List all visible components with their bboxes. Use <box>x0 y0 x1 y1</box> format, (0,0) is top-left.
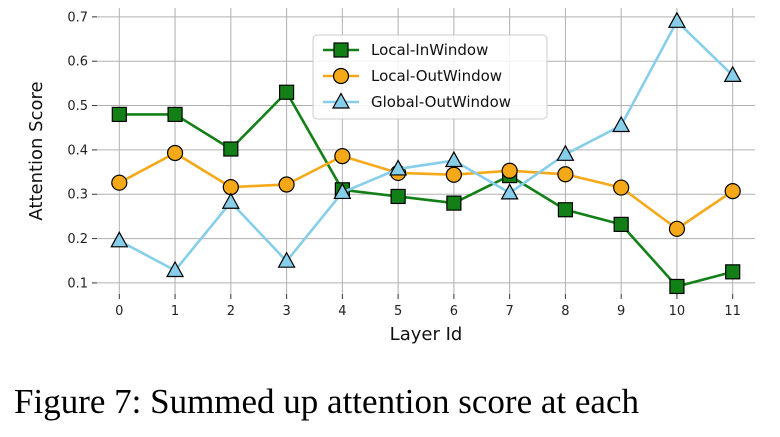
y-tick-label: 0.6 <box>67 55 88 70</box>
x-tick-label: 11 <box>724 304 741 319</box>
y-tick-label: 0.1 <box>67 276 88 291</box>
series-line <box>118 151 734 231</box>
caption-text: Figure 7: Summed up attention score at e… <box>14 382 639 421</box>
legend-item: Local-OutWindow <box>323 67 502 85</box>
legend-marker <box>332 67 350 85</box>
data-point <box>110 231 129 248</box>
data-point <box>390 188 406 205</box>
data-point <box>501 162 518 179</box>
series-layer <box>110 11 742 295</box>
x-tick-label: 1 <box>171 304 179 319</box>
legend-item: Local-InWindow <box>323 41 488 59</box>
line-chart: 0 1 2 3 4 5 6 7 8 9 10 11 0.1 0.2 0.3 0.4 0.5 0.6 0.7 Loca… <box>26 8 755 345</box>
data-point <box>724 183 741 200</box>
x-tick-label: 9 <box>617 304 625 319</box>
data-point <box>613 216 629 232</box>
y-axis-label: Attention Score <box>26 81 47 220</box>
data-point <box>333 182 352 200</box>
x-tick-label: 2 <box>227 304 235 319</box>
series-local-outwindow <box>111 144 741 237</box>
data-point <box>278 176 295 193</box>
axes: 0 1 2 3 4 5 6 7 8 9 10 11 0.1 0.2 0.3 0.4 0.5 0.6 0.7 <box>67 10 741 319</box>
x-tick-label: 6 <box>450 304 458 319</box>
data-point <box>556 144 575 161</box>
x-axis-label: Layer Id <box>390 324 463 345</box>
x-tick-label: 4 <box>338 304 346 319</box>
series-line <box>119 90 734 288</box>
data-point <box>500 183 519 200</box>
legend-label: Global-OutWindow <box>371 93 511 111</box>
data-point <box>557 166 574 183</box>
y-tick-label: 0.4 <box>67 143 88 158</box>
x-tick-label: 0 <box>115 304 123 319</box>
series-line <box>118 20 734 272</box>
data-point <box>222 179 239 196</box>
x-tick-label: 8 <box>561 304 569 319</box>
y-tick-label: 0.7 <box>67 10 88 25</box>
legend-marker <box>333 42 349 58</box>
figure-caption: Figure 7: Summed up attention score at e… <box>14 376 780 437</box>
data-point <box>612 115 631 133</box>
data-point <box>723 65 742 82</box>
legend-label: Local-OutWindow <box>371 67 502 85</box>
y-tick-label: 0.2 <box>67 232 88 247</box>
data-point <box>111 106 127 123</box>
legend-label: Local-InWindow <box>371 41 488 59</box>
legend: Local-InWindow Local-OutWindow Global-OutW… <box>312 34 548 120</box>
data-point <box>389 159 408 176</box>
data-point <box>444 150 463 168</box>
data-point <box>278 84 295 100</box>
data-point <box>167 106 183 123</box>
legend-box <box>312 34 548 120</box>
x-tick-label: 3 <box>282 304 290 319</box>
data-point <box>223 141 239 157</box>
x-tick-label: 7 <box>506 304 514 319</box>
x-tick-label: 5 <box>394 304 402 319</box>
data-point <box>557 202 574 218</box>
data-point <box>111 174 128 191</box>
data-point <box>334 147 351 165</box>
legend-marker <box>331 92 351 109</box>
data-point <box>613 179 630 196</box>
series-global-outwindow <box>110 11 742 278</box>
data-point <box>669 278 685 295</box>
data-point <box>166 144 184 162</box>
y-tick-label: 0.3 <box>67 188 88 203</box>
data-point <box>725 264 741 280</box>
legend-item: Global-OutWindow <box>323 92 511 111</box>
data-point <box>166 260 185 278</box>
data-point <box>446 195 462 211</box>
data-point <box>221 192 240 209</box>
data-point <box>445 166 462 183</box>
y-tick-label: 0.5 <box>67 99 88 114</box>
x-tick-label: 10 <box>669 304 686 319</box>
data-point <box>668 220 686 237</box>
data-point <box>277 251 296 268</box>
series-local-inwindow <box>111 84 741 295</box>
data-point <box>667 11 686 28</box>
